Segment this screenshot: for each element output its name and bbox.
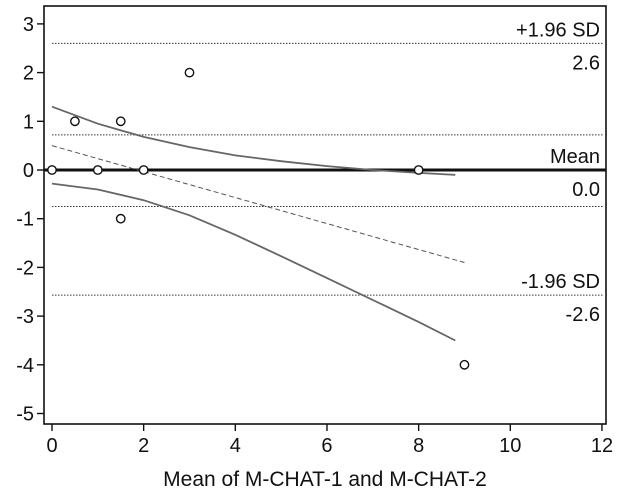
y-tick-label: -3 — [16, 306, 34, 328]
data-point — [138, 165, 149, 175]
x-tick-label: 6 — [321, 435, 332, 457]
data-points — [47, 67, 470, 370]
ci-lower-curve — [51, 182, 456, 342]
data-point — [413, 165, 424, 175]
upper_loa-label: +1.96 SD — [516, 19, 600, 41]
y-tick-label: -1 — [16, 209, 34, 231]
y-axis: 3 2 1 0 -1 -2 -3 -4 -5 — [16, 14, 44, 426]
data-point — [184, 67, 195, 78]
lower_loa-label: -1.96 SD — [521, 271, 600, 293]
x-axis: 0 2 4 6 8 10 12 — [46, 424, 613, 457]
data-point — [47, 165, 57, 175]
lower_loa-value-label: -2.6 — [566, 304, 600, 326]
x-tick-label: 2 — [138, 435, 149, 457]
reference-labels: +1.96 SD 2.6 Mean 0.0 -1.96 SD -2.6 — [516, 19, 600, 326]
upper_loa-value-label: 2.6 — [572, 52, 600, 74]
y-tick-label: 1 — [23, 111, 34, 133]
data-point — [115, 213, 126, 224]
data-point — [459, 359, 470, 370]
y-tick-label: -2 — [16, 257, 34, 279]
data-point — [115, 116, 126, 127]
y-tick-label: -5 — [16, 404, 34, 426]
y-tick-label: -4 — [16, 355, 34, 377]
y-tick-label: 3 — [23, 14, 34, 36]
ci-upper-curve — [51, 105, 456, 176]
mean-value-label: 0.0 — [572, 179, 600, 201]
confidence-curves — [51, 105, 465, 342]
x-tick-label: 0 — [46, 435, 57, 457]
mean-label: Mean — [550, 146, 600, 168]
plot-frame — [43, 5, 607, 425]
x-tick-label: 4 — [230, 435, 241, 457]
data-point — [70, 116, 80, 127]
x-tick-label: 10 — [499, 435, 521, 457]
y-tick-label: 2 — [23, 63, 34, 85]
data-point — [92, 165, 103, 175]
y-tick-label: 0 — [23, 160, 34, 182]
x-tick-label: 12 — [591, 435, 613, 457]
reference-lines — [44, 42, 606, 296]
x-tick-label: 8 — [413, 435, 424, 457]
x-axis-title: Mean of M-CHAT-1 and M-CHAT-2 — [163, 468, 487, 491]
